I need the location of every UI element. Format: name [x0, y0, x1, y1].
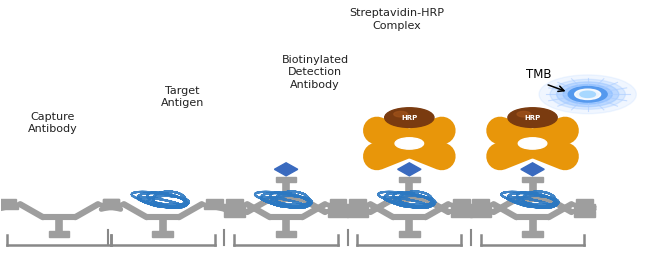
Circle shape — [563, 84, 612, 104]
Polygon shape — [559, 154, 575, 160]
Bar — [451, 211, 472, 217]
Bar — [399, 177, 420, 182]
Circle shape — [575, 89, 601, 100]
Polygon shape — [367, 154, 383, 160]
Bar — [0, 204, 18, 209]
Bar — [330, 206, 346, 211]
Circle shape — [580, 91, 595, 98]
Circle shape — [568, 87, 607, 102]
Bar — [204, 204, 225, 209]
Bar — [347, 204, 368, 209]
Bar — [224, 211, 244, 217]
Bar — [473, 199, 489, 203]
Bar — [576, 206, 593, 211]
Bar — [0, 199, 16, 203]
Bar — [276, 177, 296, 182]
Bar — [330, 199, 346, 203]
Bar — [226, 206, 242, 211]
Text: HRP: HRP — [525, 115, 541, 121]
Text: Streptavidin-HRP
Complex: Streptavidin-HRP Complex — [349, 9, 444, 31]
Polygon shape — [274, 163, 298, 176]
Bar — [473, 206, 489, 211]
Polygon shape — [521, 163, 544, 176]
Text: TMB: TMB — [526, 68, 552, 81]
Circle shape — [517, 111, 531, 117]
Bar — [451, 204, 472, 209]
Polygon shape — [367, 127, 383, 133]
Bar — [328, 204, 348, 209]
Bar — [103, 199, 120, 203]
Circle shape — [508, 108, 557, 127]
Text: HRP: HRP — [401, 115, 417, 121]
Bar — [522, 231, 543, 237]
Bar — [103, 199, 120, 203]
Polygon shape — [559, 127, 575, 133]
Bar — [574, 211, 595, 217]
Text: A: A — [529, 139, 536, 148]
Bar — [101, 204, 122, 209]
Bar — [576, 199, 593, 203]
Polygon shape — [436, 127, 452, 133]
Polygon shape — [436, 154, 452, 160]
Bar — [349, 199, 366, 203]
Bar — [328, 211, 348, 217]
Circle shape — [395, 138, 424, 149]
Bar — [399, 231, 420, 237]
Circle shape — [550, 79, 625, 109]
Polygon shape — [398, 163, 421, 176]
Bar — [453, 206, 470, 211]
Circle shape — [556, 82, 619, 107]
Bar — [276, 231, 296, 237]
Bar — [49, 231, 70, 237]
Bar — [471, 204, 491, 209]
Text: Biotinylated
Detection
Antibody: Biotinylated Detection Antibody — [281, 55, 349, 90]
Text: Capture
Antibody: Capture Antibody — [28, 112, 77, 134]
Bar — [471, 211, 491, 217]
Bar — [453, 199, 470, 203]
Bar — [226, 199, 242, 203]
Text: Target
Antigen: Target Antigen — [161, 86, 204, 108]
Circle shape — [394, 111, 408, 117]
Polygon shape — [490, 127, 506, 133]
Polygon shape — [490, 154, 506, 160]
Circle shape — [518, 138, 547, 149]
Bar — [522, 177, 543, 182]
Bar — [101, 204, 122, 209]
Bar — [153, 231, 173, 237]
Bar — [574, 204, 595, 209]
Bar — [206, 199, 223, 203]
Circle shape — [539, 75, 636, 114]
Circle shape — [385, 108, 434, 127]
Bar — [224, 204, 244, 209]
Bar — [349, 206, 366, 211]
Bar — [347, 211, 368, 217]
Text: A: A — [406, 139, 413, 148]
